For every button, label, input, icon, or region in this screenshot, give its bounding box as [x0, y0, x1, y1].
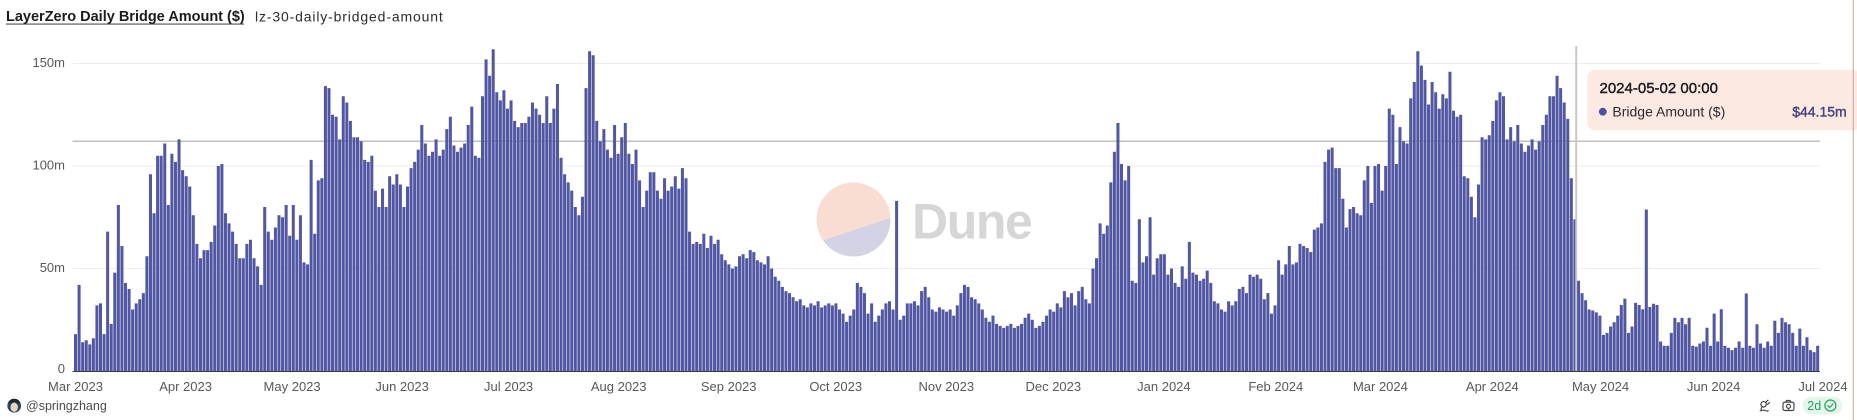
svg-text:Bridge Amount ($): Bridge Amount ($) — [1612, 104, 1725, 120]
svg-text:Mar 2023: Mar 2023 — [48, 379, 103, 394]
svg-text:Sep 2023: Sep 2023 — [701, 379, 757, 394]
svg-text:Oct 2023: Oct 2023 — [809, 379, 862, 394]
svg-text:0: 0 — [58, 361, 65, 376]
svg-text:Jun 2024: Jun 2024 — [1687, 379, 1741, 394]
svg-text:Apr 2023: Apr 2023 — [159, 379, 212, 394]
svg-text:150m: 150m — [32, 55, 65, 70]
svg-text:May 2023: May 2023 — [264, 379, 321, 394]
svg-text:Jul 2024: Jul 2024 — [1798, 379, 1847, 394]
svg-text:Dec 2023: Dec 2023 — [1025, 379, 1081, 394]
svg-text:50m: 50m — [40, 260, 65, 275]
svg-text:Jan 2024: Jan 2024 — [1137, 379, 1191, 394]
svg-text:Apr 2024: Apr 2024 — [1466, 379, 1519, 394]
svg-text:LayerZero Daily Bridge Amount: LayerZero Daily Bridge Amount ($) — [6, 9, 245, 25]
svg-text:Mar 2024: Mar 2024 — [1353, 379, 1408, 394]
svg-text:2d: 2d — [1807, 399, 1821, 413]
svg-text:@springzhang: @springzhang — [26, 399, 107, 413]
svg-text:Feb 2024: Feb 2024 — [1248, 379, 1303, 394]
svg-text:Dune: Dune — [912, 194, 1032, 250]
svg-text:May 2024: May 2024 — [1572, 379, 1629, 394]
svg-text:100m: 100m — [32, 157, 65, 172]
svg-text:Nov 2023: Nov 2023 — [918, 379, 974, 394]
svg-text:$44.15m: $44.15m — [1792, 104, 1846, 120]
svg-text:2024-05-02 00:00: 2024-05-02 00:00 — [1600, 80, 1718, 97]
svg-text:Jul 2023: Jul 2023 — [484, 379, 533, 394]
svg-text:Aug 2023: Aug 2023 — [591, 379, 647, 394]
svg-text:Jun 2023: Jun 2023 — [375, 379, 429, 394]
svg-text:lz-30-daily-bridged-amount: lz-30-daily-bridged-amount — [255, 8, 444, 24]
